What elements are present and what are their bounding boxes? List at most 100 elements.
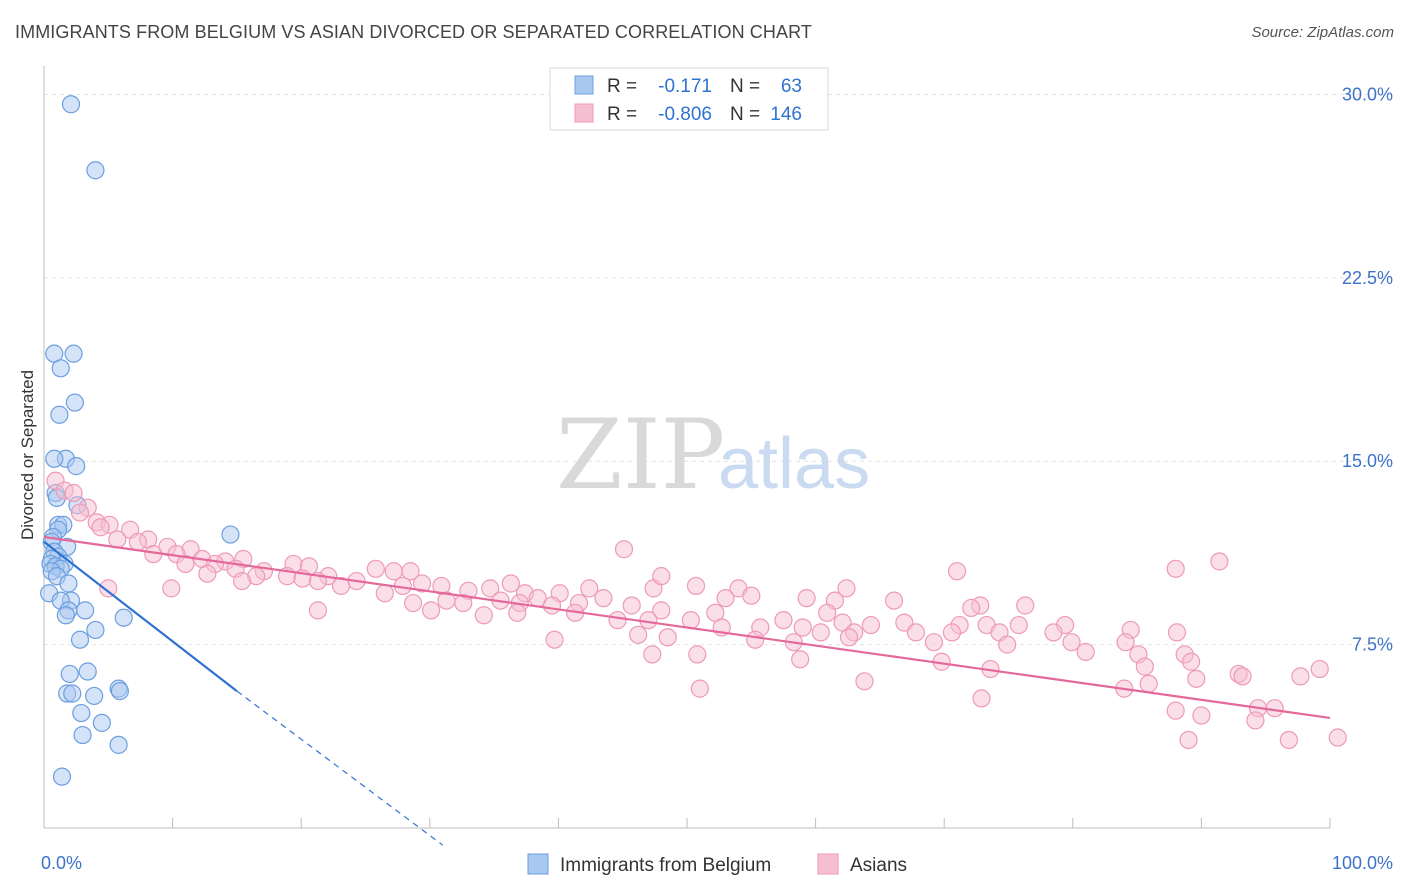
watermark-atlas: atlas xyxy=(718,424,870,504)
asians-point-127 xyxy=(1246,711,1265,730)
asians-point-75 xyxy=(774,611,793,630)
asians-point-58 xyxy=(716,589,735,608)
asians-point-118 xyxy=(1139,674,1158,693)
asians-point-78 xyxy=(895,613,914,632)
belgium-point-45 xyxy=(72,703,91,723)
asians-point-26 xyxy=(384,562,403,581)
asians-point-2 xyxy=(64,483,83,503)
data-points xyxy=(40,95,1347,786)
belgium-point-48 xyxy=(109,735,128,754)
asians-point-131 xyxy=(1279,730,1298,750)
asians-point-7 xyxy=(91,518,110,537)
belgium-point-3 xyxy=(64,344,83,363)
legend-series: Immigrants from Belgium Asians xyxy=(527,853,907,876)
legend-r-value-2: -0.806 xyxy=(658,104,712,125)
asians-point-97 xyxy=(746,630,765,649)
legend-n-value-2: 146 xyxy=(770,104,802,125)
y-tick-label-2: 22.5% xyxy=(1342,268,1393,288)
asians-point-41 xyxy=(580,579,599,598)
legend-bottom-label-blue: Immigrants from Belgium xyxy=(560,855,771,876)
asians-point-137 xyxy=(742,586,761,605)
asians-point-138 xyxy=(594,589,613,608)
asians-point-132 xyxy=(652,567,671,586)
belgium-point-32 xyxy=(76,601,95,620)
source-credit: Source: ZipAtlas.com xyxy=(1251,24,1394,41)
legend-bottom-swatch-blue xyxy=(527,853,549,875)
asians-point-4 xyxy=(70,503,90,522)
asians-point-20 xyxy=(176,554,195,574)
asians-point-64 xyxy=(962,598,981,618)
belgium-point-28 xyxy=(59,574,78,593)
asians-point-59 xyxy=(797,589,816,608)
asians-point-128 xyxy=(1192,706,1211,725)
watermark-zip: ZIP xyxy=(556,399,725,511)
belgium-point-6 xyxy=(50,405,69,424)
belgium-point-1 xyxy=(86,161,105,180)
asians-point-113 xyxy=(1135,657,1154,676)
belgium-point-4 xyxy=(51,359,70,378)
asians-point-129 xyxy=(1179,730,1198,750)
belgium-point-0 xyxy=(61,95,81,114)
legend-n-label-2: N = xyxy=(730,104,760,125)
asians-point-93 xyxy=(1167,623,1187,642)
asians-point-136 xyxy=(837,579,856,598)
asians-point-56 xyxy=(542,596,562,615)
belgium-point-44 xyxy=(85,686,104,706)
asians-point-121 xyxy=(690,679,709,698)
asians-point-28 xyxy=(198,564,217,583)
asians-point-69 xyxy=(652,601,671,620)
y-tick-label-1: 15.0% xyxy=(1342,451,1393,471)
asians-point-107 xyxy=(1182,652,1201,671)
asians-point-101 xyxy=(998,635,1017,654)
belgium-point-49 xyxy=(52,767,72,786)
belgium-point-39 xyxy=(78,662,97,681)
asians-point-110 xyxy=(791,650,810,669)
asians-point-126 xyxy=(1265,699,1284,718)
legend-r-label-2: R = xyxy=(607,104,637,125)
asians-point-91 xyxy=(1044,623,1063,642)
asians-point-99 xyxy=(839,628,859,647)
asians-point-73 xyxy=(608,611,627,630)
belgium-point-43 xyxy=(63,684,82,703)
asians-point-103 xyxy=(1116,633,1135,652)
asians-point-120 xyxy=(1310,659,1329,679)
asians-point-133 xyxy=(947,562,967,581)
asians-point-115 xyxy=(1233,667,1252,686)
asians-point-61 xyxy=(884,591,904,610)
belgium-trend-line xyxy=(43,541,238,692)
legend-r-value-1: -0.171 xyxy=(658,76,712,97)
asians-point-134 xyxy=(1210,552,1229,571)
belgium-point-46 xyxy=(92,713,111,732)
asians-point-65 xyxy=(308,601,328,620)
legend-n-label-1: N = xyxy=(730,76,760,97)
asians-point-86 xyxy=(811,623,830,642)
belgium-point-47 xyxy=(73,725,92,745)
trend-lines xyxy=(43,535,1331,846)
legend-bottom-swatch-pink xyxy=(817,853,839,875)
legend-r-label-1: R = xyxy=(607,76,637,97)
x-tick-label-0: 0.0% xyxy=(41,853,82,873)
asians-trend-line xyxy=(43,535,1331,720)
asians-point-117 xyxy=(855,672,874,691)
asians-point-102 xyxy=(1062,633,1081,652)
asians-point-34 xyxy=(232,571,252,591)
asians-point-119 xyxy=(1291,667,1310,686)
asians-point-77 xyxy=(861,615,880,635)
asians-point-88 xyxy=(906,623,926,642)
axes xyxy=(43,66,1331,829)
asians-point-108 xyxy=(643,645,662,664)
asians-point-46 xyxy=(686,576,706,596)
asians-point-116 xyxy=(1187,669,1206,688)
asians-point-68 xyxy=(508,603,527,622)
asians-point-23 xyxy=(366,559,385,578)
belgium-point-9 xyxy=(67,457,86,476)
belgium-point-35 xyxy=(114,608,133,627)
asians-point-40 xyxy=(481,579,500,598)
belgium-point-38 xyxy=(60,664,79,684)
y-axis-title: Divorced or Separated xyxy=(18,370,37,540)
asians-point-63 xyxy=(1016,596,1035,615)
asians-point-100 xyxy=(924,633,944,652)
belgium-point-8 xyxy=(45,449,64,468)
y-tick-label-3: 30.0% xyxy=(1342,84,1393,104)
